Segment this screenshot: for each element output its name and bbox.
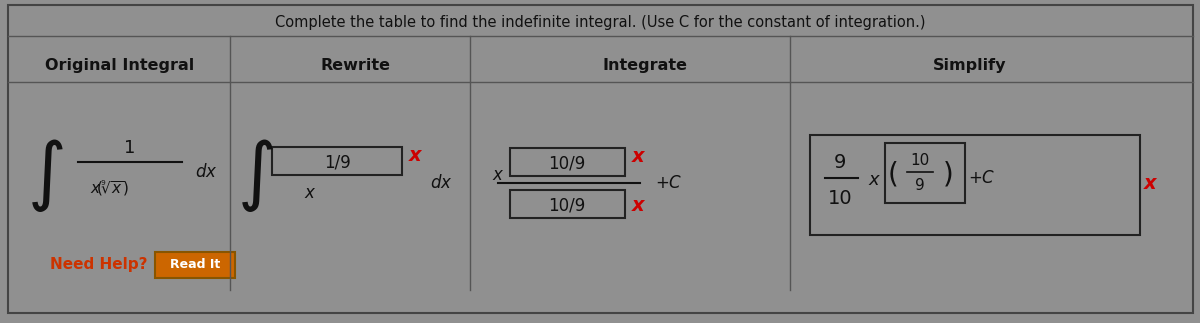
Bar bbox=[155, 252, 235, 278]
Bar bbox=[510, 148, 625, 176]
Text: Original Integral: Original Integral bbox=[46, 57, 194, 72]
Text: $+ C$: $+ C$ bbox=[655, 174, 683, 192]
Text: $\int$: $\int$ bbox=[236, 137, 274, 214]
Text: $dx$: $dx$ bbox=[430, 174, 452, 192]
Bar bbox=[272, 147, 402, 175]
Text: 10/9: 10/9 bbox=[548, 196, 586, 214]
Text: x: x bbox=[1144, 173, 1157, 193]
Text: $\int$: $\int$ bbox=[26, 137, 64, 214]
Text: $+ C$: $+ C$ bbox=[968, 169, 996, 187]
Text: $x$: $x$ bbox=[492, 166, 504, 184]
Text: $x$: $x$ bbox=[304, 184, 317, 202]
Bar bbox=[810, 135, 1140, 235]
Text: 9: 9 bbox=[834, 152, 846, 172]
Text: ): ) bbox=[943, 160, 953, 188]
Text: x: x bbox=[409, 145, 421, 164]
Text: 1: 1 bbox=[125, 139, 136, 157]
Text: Complete the table to find the indefinite integral. (Use C for the constant of i: Complete the table to find the indefinit… bbox=[275, 15, 925, 29]
Text: $dx$: $dx$ bbox=[194, 163, 217, 181]
Text: 10: 10 bbox=[828, 189, 852, 207]
Text: Read It: Read It bbox=[170, 258, 220, 272]
Text: Rewrite: Rewrite bbox=[320, 57, 390, 72]
Text: 9: 9 bbox=[916, 178, 925, 193]
Bar bbox=[886, 143, 965, 203]
Text: $x$: $x$ bbox=[868, 171, 881, 189]
Bar bbox=[510, 190, 625, 218]
Text: Simplify: Simplify bbox=[934, 57, 1007, 72]
Text: Need Help?: Need Help? bbox=[50, 257, 148, 273]
Text: x: x bbox=[631, 147, 644, 165]
Text: Integrate: Integrate bbox=[602, 57, 688, 72]
Text: 10/9: 10/9 bbox=[548, 154, 586, 172]
Text: (: ( bbox=[888, 160, 899, 188]
Text: 10: 10 bbox=[911, 152, 930, 168]
Text: 1/9: 1/9 bbox=[324, 153, 350, 171]
Text: $x\!\left(\!\sqrt[9]{x}\right)$: $x\!\left(\!\sqrt[9]{x}\right)$ bbox=[90, 179, 130, 198]
Text: x: x bbox=[631, 195, 644, 214]
